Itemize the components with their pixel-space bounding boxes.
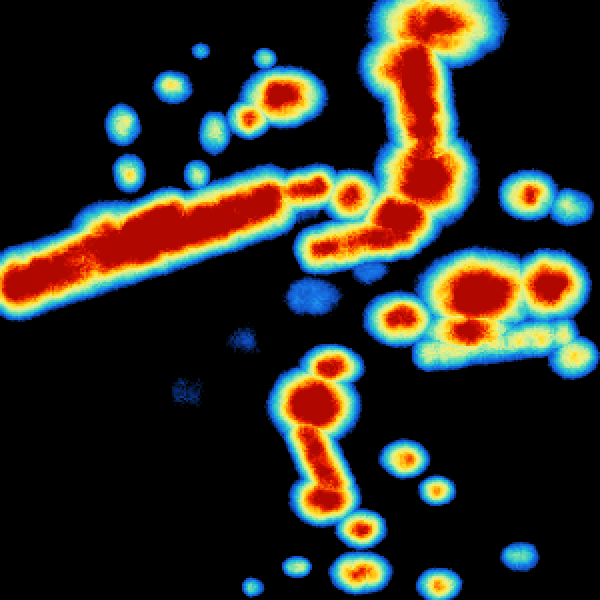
radar-reflectivity-canvas <box>0 0 600 600</box>
radar-display: Radar Reflectivity Composite Full-frame … <box>0 0 600 600</box>
